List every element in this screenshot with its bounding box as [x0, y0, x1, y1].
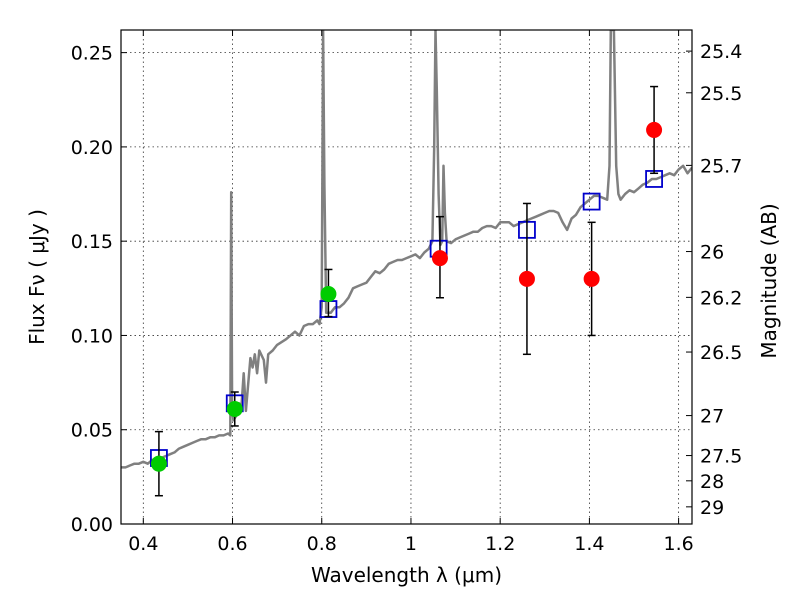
y-axis-label: Flux Fν ( μJy ) [25, 209, 49, 345]
right-tick-label: 27 [700, 406, 724, 428]
grid-lines [121, 30, 692, 525]
right-axis-label-group: Magnitude (AB) [757, 203, 781, 358]
x-tick-label: 1.2 [485, 533, 515, 555]
plot-frame [120, 29, 693, 525]
x-tick-label: 0.8 [307, 533, 337, 555]
observed-flux-point [518, 270, 535, 287]
y-tick-label: 0.00 [71, 514, 113, 536]
observed-flux-point [583, 270, 600, 287]
y-tick-label: 0.15 [71, 231, 113, 253]
x-tick-label: 0.6 [217, 533, 247, 555]
y-tick-label: 0.25 [71, 43, 113, 65]
right-tick-label: 26 [700, 242, 724, 264]
observed-flux-point [646, 121, 663, 138]
right-tick-label: 27.5 [700, 446, 742, 468]
x-tick-label: 0.4 [128, 533, 158, 555]
x-axis-label: Wavelength λ (μm) [311, 563, 502, 587]
observed-flux-point [320, 285, 337, 302]
observed-flux-point [431, 250, 448, 267]
model-spectrum-line [121, 30, 692, 469]
y-tick-label: 0.20 [71, 137, 113, 159]
observed-flux-point [150, 455, 167, 472]
plot-area [121, 30, 692, 469]
right-tick-label: 29 [700, 497, 724, 519]
right-tick-label: 25.7 [700, 155, 742, 177]
right-tick-label: 25.4 [700, 41, 742, 63]
markers [150, 85, 663, 497]
y-axis-label-group: Flux Fν ( μJy ) [25, 209, 49, 345]
y-tick-label: 0.05 [71, 420, 113, 442]
right-tick-label: 26.5 [700, 342, 742, 364]
right-axis-label: Magnitude (AB) [757, 203, 781, 358]
right-tick-label: 26.2 [700, 287, 742, 309]
y-tick-label: 0.10 [71, 325, 113, 347]
observed-flux-point [226, 400, 243, 417]
right-tick-label: 25.5 [700, 83, 742, 105]
right-tick-label: 28 [700, 471, 724, 493]
x-tick-label: 1 [405, 533, 417, 555]
x-tick-label: 1.4 [574, 533, 604, 555]
x-tick-label: 1.6 [664, 533, 694, 555]
axis-ticks: 0.4 0.6 0.8 1 1.2 1.4 1.6 0.00 0.05 0.10 0.15 0.20 0… [71, 30, 742, 555]
model-photometry-square [582, 192, 601, 211]
